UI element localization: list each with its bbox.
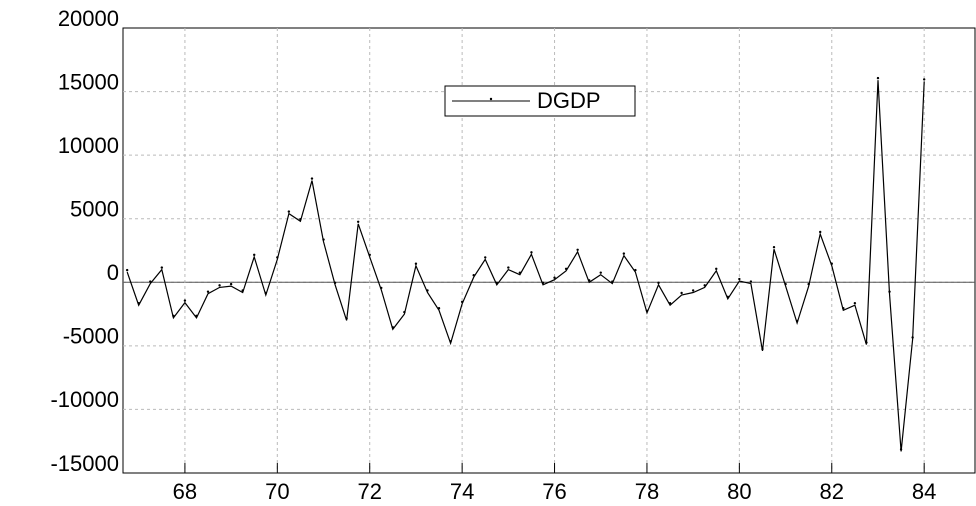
point-marker	[149, 280, 152, 283]
point-marker	[726, 295, 730, 299]
point-marker	[634, 268, 637, 272]
point-marker	[703, 284, 706, 287]
point-marker	[345, 317, 348, 320]
point-marker	[333, 281, 337, 285]
point-marker	[888, 290, 891, 293]
point-marker	[715, 267, 718, 271]
point-marker	[507, 266, 510, 269]
x-tick-label: 72	[357, 479, 381, 504]
point-marker	[680, 291, 683, 295]
point-marker	[541, 281, 545, 285]
point-marker	[460, 300, 464, 304]
x-tick-label: 82	[820, 479, 844, 504]
x-tick-label: 70	[265, 479, 289, 504]
point-marker	[172, 314, 175, 318]
point-marker	[287, 210, 291, 213]
point-marker	[853, 301, 857, 305]
point-marker	[495, 281, 498, 285]
point-marker	[356, 220, 360, 223]
point-marker	[668, 301, 672, 305]
point-marker	[322, 238, 325, 241]
point-marker	[795, 319, 799, 323]
x-tick-label: 80	[727, 479, 751, 504]
point-marker	[299, 218, 302, 221]
point-marker	[183, 299, 187, 302]
point-marker	[518, 271, 522, 274]
point-marker	[472, 274, 475, 277]
point-marker	[622, 252, 626, 255]
y-tick-label: 10000	[58, 133, 119, 158]
legend: DGDP	[444, 85, 636, 117]
point-marker	[749, 280, 753, 283]
point-marker	[564, 267, 568, 271]
y-tick-label: 5000	[70, 197, 119, 222]
point-marker	[761, 347, 764, 351]
point-marker	[576, 248, 579, 251]
point-marker	[253, 253, 256, 257]
point-marker	[391, 326, 395, 329]
point-marker	[922, 78, 926, 81]
point-marker	[276, 256, 279, 259]
point-marker	[437, 307, 441, 310]
point-marker	[229, 282, 233, 286]
point-marker	[414, 262, 418, 265]
point-marker	[911, 336, 914, 339]
point-marker	[738, 277, 741, 281]
plot-frame	[122, 27, 976, 474]
point-marker	[206, 290, 210, 293]
point-marker	[264, 291, 267, 295]
legend-label: DGDP	[537, 88, 601, 113]
series-line	[126, 80, 925, 452]
point-marker	[611, 280, 614, 283]
point-marker	[160, 266, 164, 269]
point-marker	[241, 289, 244, 292]
point-marker	[772, 246, 776, 249]
point-marker	[819, 230, 822, 234]
point-marker	[195, 314, 198, 318]
point-marker	[426, 289, 429, 292]
point-marker	[449, 340, 452, 343]
point-marker	[865, 341, 868, 344]
point-marker	[380, 286, 383, 290]
point-marker	[484, 256, 487, 259]
point-marker	[830, 262, 833, 265]
point-marker	[403, 310, 406, 314]
point-marker	[530, 251, 533, 254]
point-marker	[691, 289, 695, 292]
legend-marker	[489, 97, 493, 101]
point-marker	[876, 76, 880, 80]
x-tick-label: 78	[635, 479, 659, 504]
point-marker	[125, 268, 129, 272]
x-tick-label: 84	[912, 479, 936, 504]
point-marker	[599, 271, 602, 274]
point-marker	[645, 309, 649, 312]
y-tick-label: -5000	[63, 324, 119, 349]
y-tick-label: -15000	[50, 451, 119, 476]
point-marker	[842, 307, 845, 310]
point-marker	[587, 279, 591, 282]
point-marker	[137, 301, 140, 305]
point-marker	[657, 281, 660, 285]
point-marker	[368, 253, 371, 257]
y-tick-label: -10000	[50, 387, 119, 412]
y-tick-label: 15000	[58, 69, 119, 94]
point-marker	[899, 448, 903, 451]
point-marker	[218, 284, 221, 287]
point-marker	[553, 276, 556, 279]
y-tick-label: 20000	[58, 6, 119, 31]
point-marker	[784, 282, 787, 286]
point-marker	[807, 282, 810, 286]
y-tick-label: 0	[107, 260, 119, 285]
x-tick-label: 74	[450, 479, 474, 504]
point-marker	[310, 177, 314, 180]
x-tick-label: 68	[173, 479, 197, 504]
x-tick-label: 76	[542, 479, 566, 504]
